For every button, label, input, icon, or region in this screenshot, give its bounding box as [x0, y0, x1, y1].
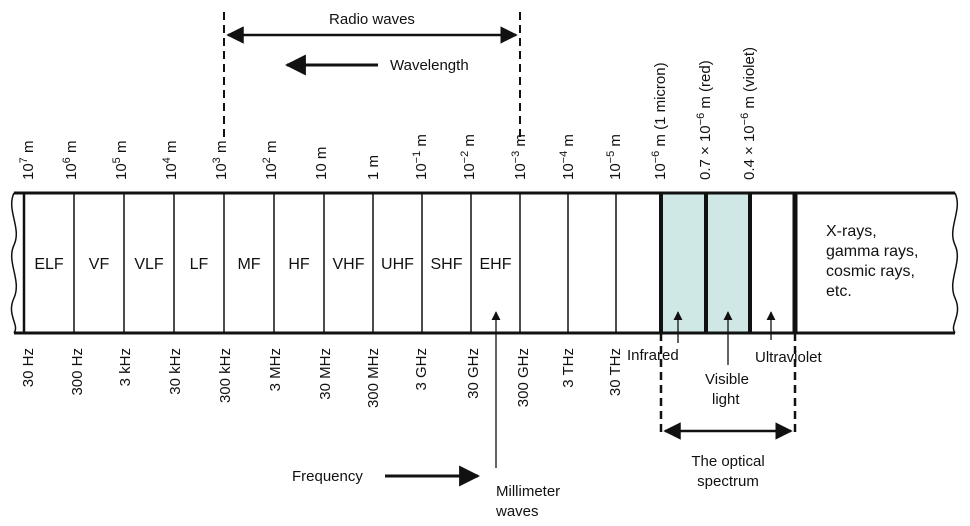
wavelength-tick-label: 10 m [313, 147, 330, 180]
wavelength-tick-label: 106 m [61, 141, 80, 180]
frequency-tick-label: 300 Hz [69, 348, 86, 396]
xray-line-4: etc. [826, 283, 852, 300]
frequency-tick-label: 3 kHz [117, 348, 134, 386]
wavelength-tick-label: 105 m [111, 141, 130, 180]
frequency-label: Frequency [292, 468, 363, 485]
wavelength-tick-label: 10−2 m [459, 134, 478, 180]
frequency-tick-label: 300 GHz [515, 348, 532, 407]
frequency-tick-label: 30 kHz [167, 348, 184, 395]
wavelength-tick-label: 10−3 m [510, 134, 529, 180]
wavelength-tick-labels: 107 m 106 m 105 m 104 m 103 m 102 m 10 m 1 m 10−… [18, 47, 758, 180]
xray-line-2: gamma rays, [826, 243, 918, 260]
strip-right-wavy-edge [952, 192, 959, 334]
wavelength-tick-label: 10−5 m [605, 134, 624, 180]
wavelength-label: Wavelength [390, 57, 469, 74]
radio-waves-label: Radio waves [329, 11, 415, 28]
frequency-tick-label: 300 MHz [365, 348, 382, 408]
band-label-ehf: EHF [480, 256, 512, 273]
wavelength-tick-label: 10−4 m [558, 134, 577, 180]
band-labels: ELF VF VLF LF MF HF VHF UHF SHF EHF [34, 256, 511, 273]
xray-text-block: X-rays, gamma rays, cosmic rays, etc. [826, 223, 918, 300]
wavelength-tick-label: 10−1 m [411, 134, 430, 180]
frequency-tick-label: 3 GHz [413, 348, 430, 391]
band-label-hf: HF [288, 256, 310, 273]
wavelength-tick-label: 0.7 × 10−6 m (red) [695, 60, 714, 180]
frequency-tick-label: 3 THz [560, 348, 577, 388]
optical-spectrum-label-line-1: The optical [691, 453, 764, 470]
xray-line-1: X-rays, [826, 223, 877, 240]
visible-band-fill-left [661, 193, 706, 333]
band-label-elf: ELF [34, 256, 64, 273]
frequency-tick-label: 30 Hz [20, 348, 37, 387]
wavelength-tick-label: 103 m [211, 141, 230, 180]
visible-light-label-line-2: light [712, 391, 740, 408]
wavelength-tick-label: 107 m [18, 141, 37, 180]
frequency-tick-labels: 30 Hz 300 Hz 3 kHz 30 kHz 300 kHz 3 MHz 30 MHz… [20, 348, 624, 408]
wavelength-tick-label: 0.4 × 10−6 m (violet) [739, 47, 758, 180]
spectrum-strip: ELF VF VLF LF MF HF VHF UHF SHF EHF [10, 191, 959, 335]
visible-band-fill-right [706, 193, 750, 333]
band-label-vlf: VLF [134, 256, 164, 273]
visible-light-label-line-1: Visible [705, 371, 749, 388]
wavelength-tick-label: 1 m [365, 155, 382, 180]
wavelength-tick-label: 104 m [161, 141, 180, 180]
wavelength-tick-label: 102 m [261, 141, 280, 180]
wavelength-tick-label: 10−6 m (1 micron) [650, 62, 669, 180]
frequency-tick-label: 3 MHz [267, 348, 284, 391]
strip-left-wavy-edge [10, 192, 17, 334]
band-label-lf: LF [190, 256, 209, 273]
frequency-tick-label: 30 GHz [465, 348, 482, 399]
band-label-vhf: VHF [333, 256, 365, 273]
frequency-tick-label: 30 MHz [317, 348, 334, 400]
band-label-vf: VF [89, 256, 110, 273]
ultraviolet-label: Ultraviolet [755, 349, 823, 366]
frequency-tick-label: 30 THz [607, 348, 624, 396]
band-label-shf: SHF [431, 256, 463, 273]
band-dividers [22, 193, 798, 333]
band-label-mf: MF [237, 256, 260, 273]
millimeter-waves-label-line-1: Millimeter [496, 483, 560, 500]
optical-spectrum-label-line-2: spectrum [697, 473, 759, 490]
xray-line-3: cosmic rays, [826, 263, 915, 280]
band-label-uhf: UHF [381, 256, 414, 273]
infrared-label: Infrared [627, 347, 679, 364]
millimeter-waves-label-line-2: waves [495, 503, 539, 520]
frequency-tick-label: 300 kHz [217, 348, 234, 403]
